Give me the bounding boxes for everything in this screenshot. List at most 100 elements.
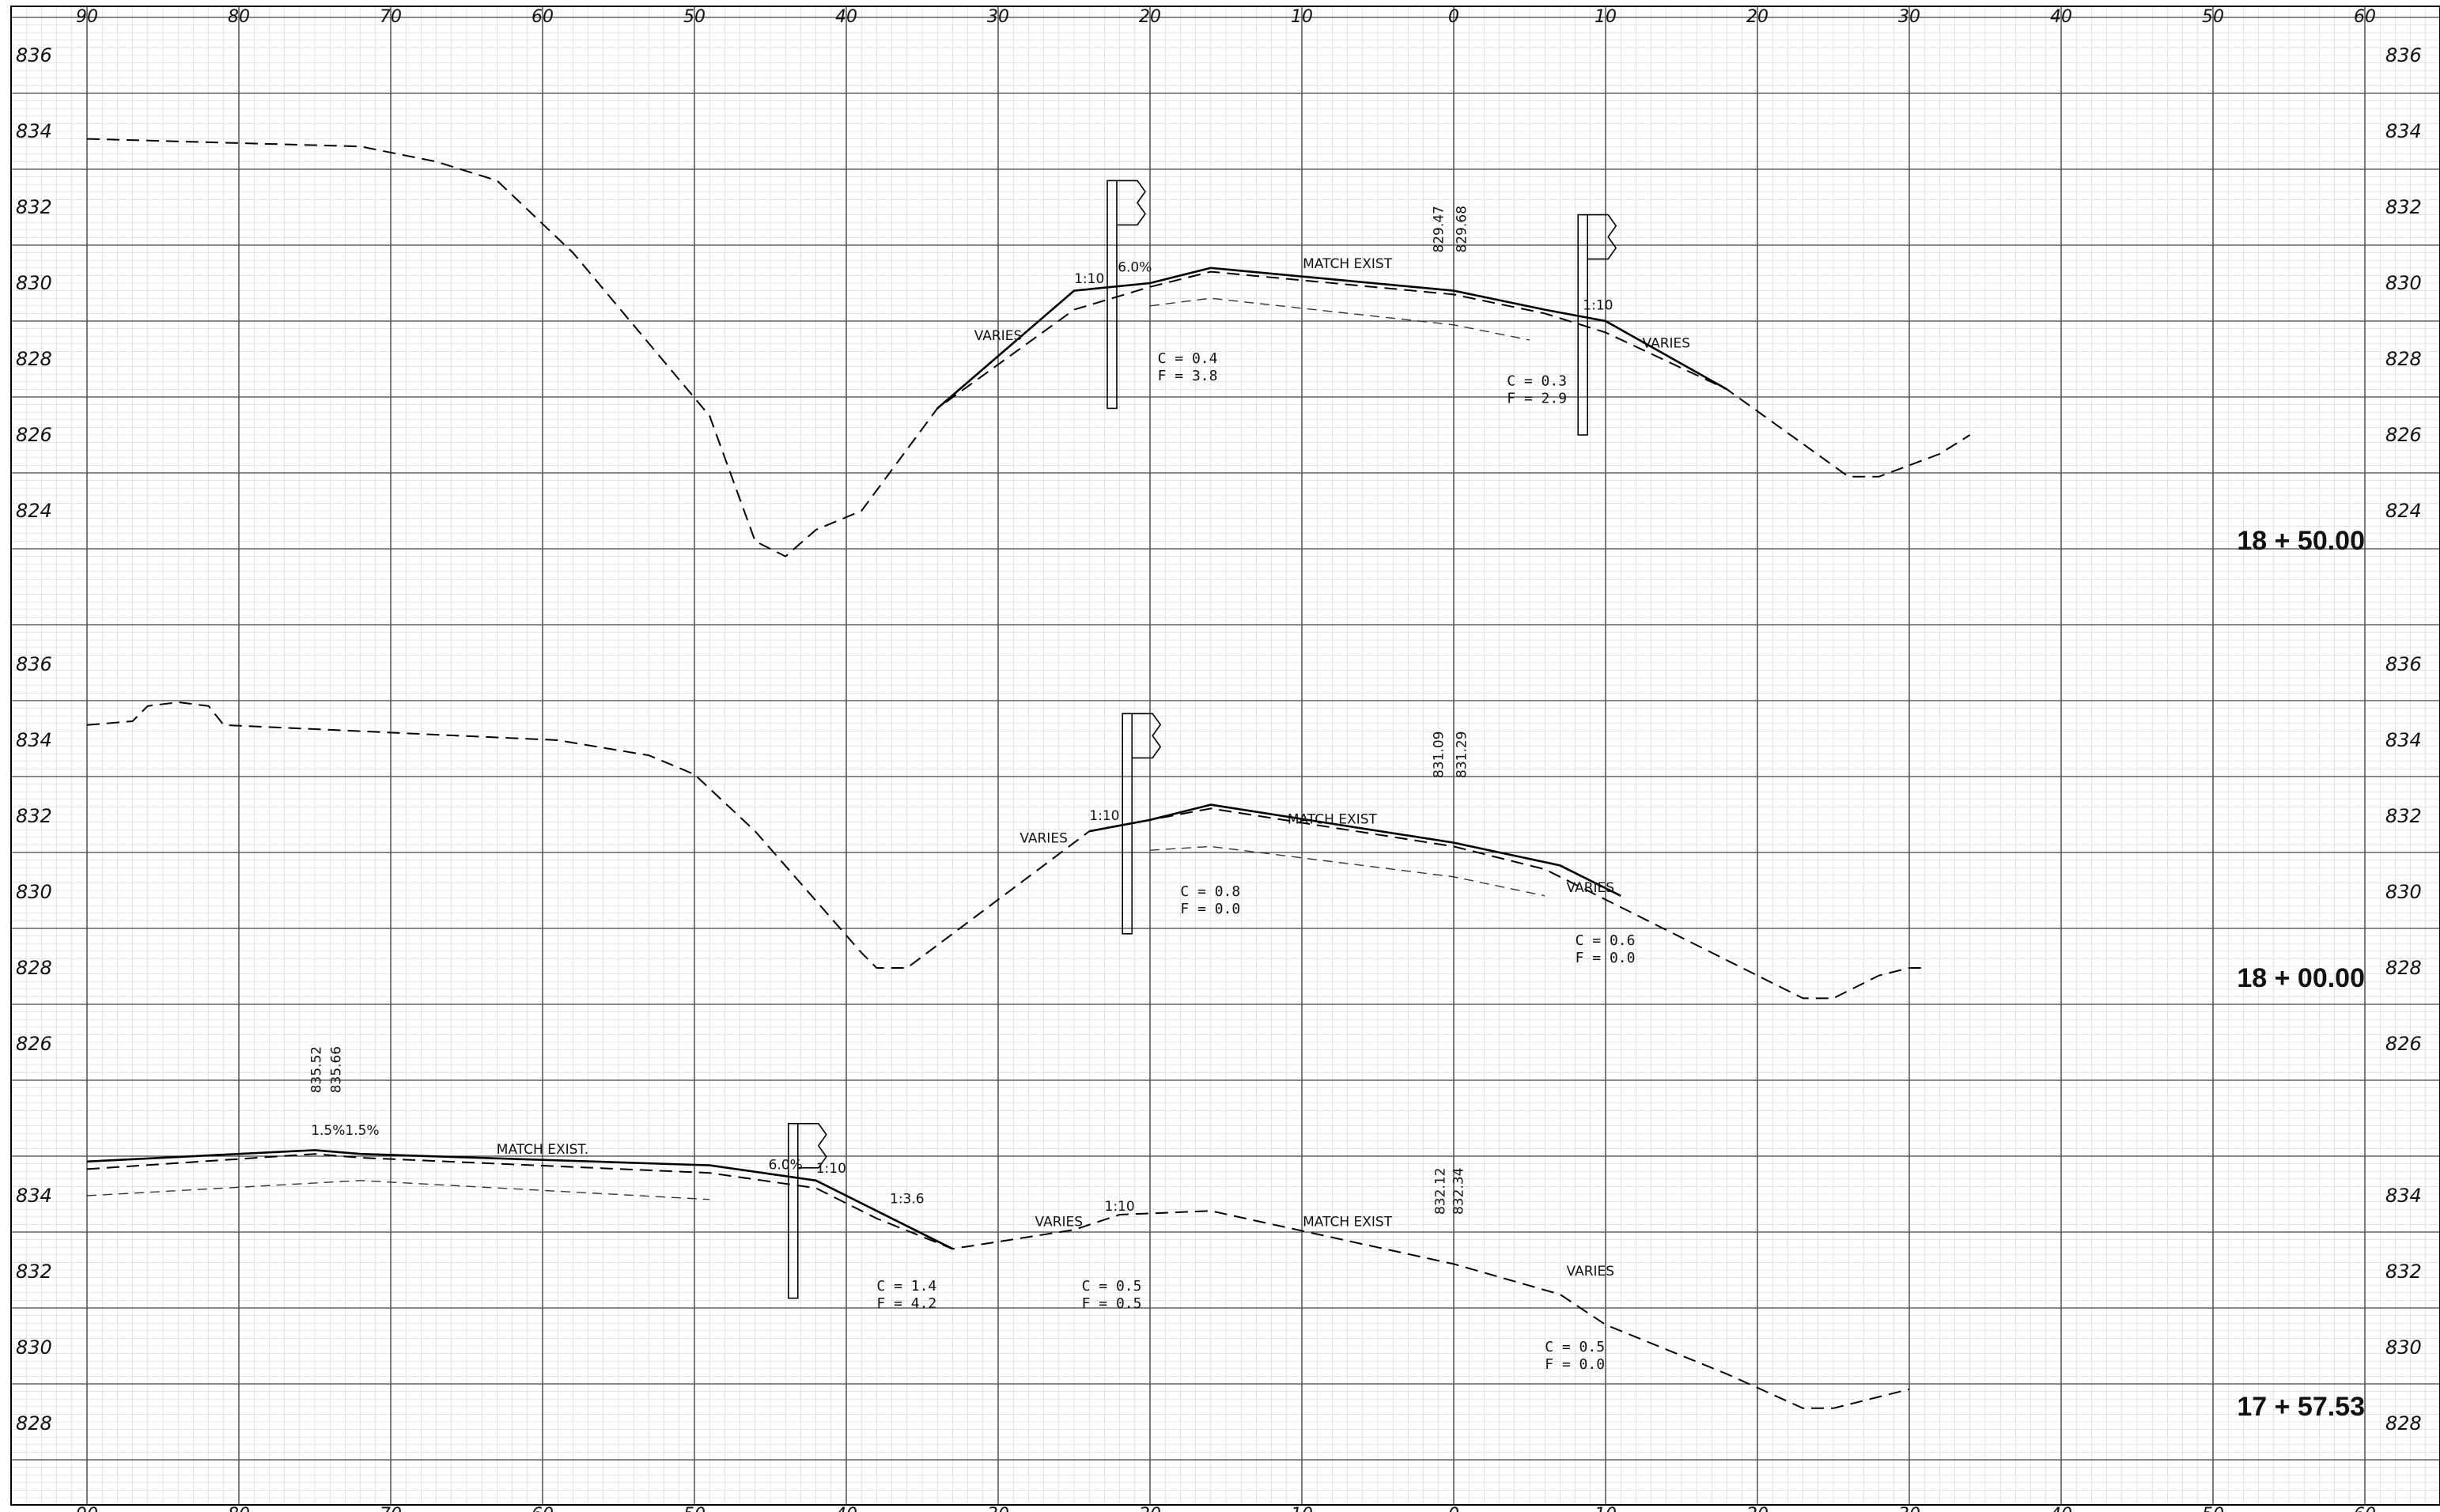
x-tick-label-top: 60 (532, 7, 554, 27)
cut-value: C = 0.8 (1180, 883, 1240, 900)
elevation-callout: 829.68 (1454, 206, 1470, 252)
x-axis-bottom: 90 80 70 60 50 40 30 20 10 0 10 20 30 40 50 60 (76, 1505, 2376, 1512)
elevation-label-right: 836 (2385, 653, 2422, 675)
cut-value: C = 0.4 (1158, 350, 1218, 367)
elevation-label-left: 826 (16, 424, 52, 446)
section-note: VARIES (1643, 336, 1691, 352)
elevation-callout: 829.47 (1432, 206, 1447, 252)
pavement-subgrade-line (1149, 297, 1530, 341)
x-tick-label-bottom: 20 (1139, 1505, 1161, 1512)
section-note: 1:10 (1074, 271, 1104, 287)
x-tick-label-bottom: 20 (1746, 1505, 1769, 1512)
cut-value: C = 0.5 (1545, 1339, 1605, 1355)
x-tick-label-bottom: 10 (1291, 1505, 1313, 1512)
station-label: 18 + 50.00 (2237, 526, 2365, 556)
guardrail-beam (797, 1123, 827, 1169)
elevation-callout: 831.29 (1454, 731, 1470, 778)
section-note: VARIES (1567, 880, 1615, 896)
x-axis-top: 90 80 70 60 50 40 30 20 10 0 10 20 30 40 50 60 (76, 7, 2376, 27)
x-tick-label-bottom: 60 (532, 1505, 554, 1512)
fill-value: F = 0.0 (1545, 1356, 1605, 1373)
proposed-grade-line (936, 266, 1728, 410)
section-note: 1:10 (1105, 1199, 1135, 1215)
section-note: 1:10 (1583, 298, 1613, 314)
elevation-callout: 831.09 (1432, 731, 1447, 778)
x-tick-label-top: 30 (1898, 7, 1920, 27)
elevation-label-left: 830 (16, 272, 52, 294)
x-tick-label-top: 40 (835, 7, 857, 27)
section-note: VARIES (1035, 1214, 1084, 1230)
elevation-label-right: 836 (2385, 44, 2422, 66)
elevation-label-right: 832 (2385, 1261, 2422, 1283)
x-tick-label-top: 10 (1595, 7, 1617, 27)
proposed-grade-line (1088, 803, 1621, 897)
section-note: MATCH EXIST. (497, 1142, 588, 1158)
elevation-label-right: 834 (2385, 120, 2422, 142)
cross-section: 836 836 834 834 832 832 830 830 828 828 826 826 MATC… (16, 653, 2422, 1055)
section-note: VARIES (974, 328, 1023, 344)
x-tick-label-top: 20 (1139, 7, 1161, 27)
x-tick-label-bottom: 60 (2354, 1505, 2376, 1512)
elevation-label-right: 824 (2385, 500, 2422, 522)
elevation-label-left: 828 (16, 957, 52, 979)
elevation-label-right: 832 (2385, 196, 2422, 218)
pavement-subgrade-line (1149, 845, 1545, 897)
x-tick-label-bottom: 50 (2202, 1505, 2224, 1512)
guardrail-post (1107, 180, 1118, 410)
elevation-label-right: 828 (2385, 957, 2422, 979)
x-tick-label-bottom: 10 (1595, 1505, 1617, 1512)
elevation-label-right: 826 (2385, 424, 2422, 446)
section-note: VARIES (1020, 831, 1068, 847)
x-tick-label-bottom: 70 (380, 1505, 402, 1512)
elevation-label-left: 830 (16, 1336, 52, 1359)
x-tick-label-top: 0 (1448, 7, 1459, 27)
x-tick-label-top: 10 (1291, 7, 1313, 27)
elevation-label-left: 836 (16, 653, 52, 675)
elevation-callout: 835.52 (309, 1046, 325, 1093)
elevation-callout: 832.12 (1432, 1168, 1448, 1215)
elevation-label-right: 830 (2385, 1336, 2422, 1359)
elevation-label-left: 830 (16, 881, 52, 903)
existing-ground-line (86, 1153, 1910, 1409)
x-tick-label-bottom: 80 (228, 1505, 250, 1512)
cut-value: C = 0.5 (1082, 1278, 1142, 1295)
x-tick-label-top: 80 (228, 7, 250, 27)
existing-ground-line (86, 701, 1925, 1000)
x-tick-label-top: 70 (380, 7, 402, 27)
guardrail-beam (1117, 180, 1146, 226)
fill-value: F = 3.8 (1158, 368, 1218, 384)
existing-ground-line (86, 138, 1971, 558)
elevation-label-left: 828 (16, 1412, 52, 1435)
fill-value: F = 0.5 (1082, 1295, 1142, 1312)
elevation-label-left: 826 (16, 1033, 52, 1055)
sections: 836 836 834 834 832 832 830 830 828 828 826 826 824 8… (16, 44, 2422, 1435)
elevation-label-left: 834 (16, 120, 52, 142)
x-tick-label-top: 20 (1746, 7, 1769, 27)
elevation-label-left: 832 (16, 1261, 52, 1283)
x-tick-label-top: 50 (2202, 7, 2224, 27)
guardrail-post (787, 1123, 799, 1299)
cut-value: C = 0.6 (1576, 932, 1636, 949)
elevation-label-right: 830 (2385, 881, 2422, 903)
elevation-label-right: 834 (2385, 1185, 2422, 1207)
x-tick-label-top: 50 (683, 7, 706, 27)
elevation-label-right: 828 (2385, 348, 2422, 370)
section-note: MATCH EXIST (1303, 1214, 1393, 1230)
x-tick-label-top: 30 (987, 7, 1009, 27)
x-tick-label-top: 60 (2354, 7, 2376, 27)
guardrail-post (1577, 214, 1588, 436)
station-label: 17 + 57.53 (2237, 1392, 2365, 1422)
cross-section: 834 834 832 832 830 830 828 828 MATCH EXIST. 1.5%… (16, 1046, 2422, 1435)
fill-value: F = 0.0 (1180, 901, 1240, 917)
section-note: 1:3.6 (890, 1192, 925, 1208)
elevation-label-left: 824 (16, 500, 52, 522)
section-note: MATCH EXIST (1288, 812, 1378, 828)
major-grid (11, 6, 2440, 1505)
x-tick-label-top: 40 (2050, 7, 2072, 27)
elevation-callout: 832.34 (1451, 1168, 1467, 1215)
elevation-label-left: 832 (16, 805, 52, 827)
station-label: 18 + 00.00 (2237, 963, 2365, 993)
x-tick-label-bottom: 40 (835, 1505, 857, 1512)
section-note: 1:10 (816, 1161, 846, 1177)
